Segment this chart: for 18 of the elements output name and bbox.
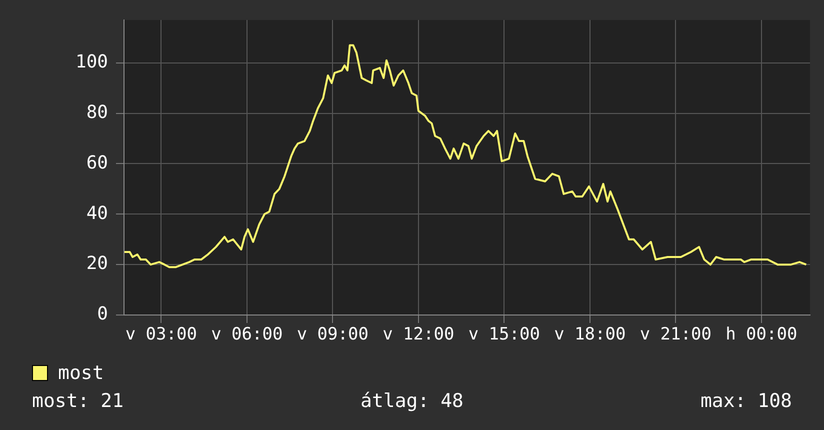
text: most: 21 bbox=[32, 390, 124, 412]
x-tick-label: v 06:00 bbox=[211, 324, 283, 345]
x-tick-label: v 18:00 bbox=[554, 324, 626, 345]
y-tick-label: 60 bbox=[86, 152, 108, 174]
x-tick-label: v 03:00 bbox=[125, 324, 197, 345]
y-tick-label: 100 bbox=[75, 52, 108, 73]
text: max: 108 bbox=[700, 390, 792, 412]
x-tick-label: h 00:00 bbox=[726, 324, 798, 345]
text: átlag: 48 bbox=[360, 390, 464, 412]
y-tick-label: 0 bbox=[97, 304, 108, 325]
x-tick-label: v 15:00 bbox=[468, 324, 540, 345]
y-tick-label: 20 bbox=[86, 253, 108, 274]
x-tick-label: v 12:00 bbox=[382, 324, 454, 345]
y-tick-label: 40 bbox=[86, 202, 108, 224]
legend-label: most bbox=[58, 362, 104, 384]
y-tick-label: 80 bbox=[86, 102, 108, 123]
x-tick-label: v 09:00 bbox=[296, 324, 368, 345]
x-tick-label: v 21:00 bbox=[640, 324, 712, 345]
